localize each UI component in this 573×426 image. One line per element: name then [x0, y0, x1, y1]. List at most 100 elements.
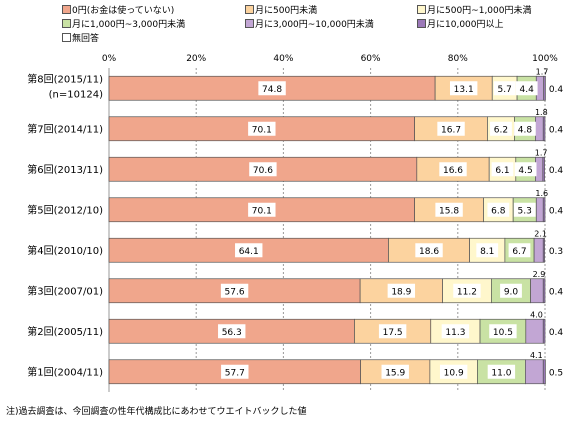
data-label: 1.7: [536, 67, 549, 76]
data-label: 0.4: [549, 328, 564, 338]
data-label: 11.0: [491, 368, 511, 378]
data-label: 9.0: [504, 287, 519, 297]
footnote: 注)過去調査は、今回調査の性年代構成比にあわせてウエイトバックした値: [6, 407, 307, 417]
data-label-box: [387, 283, 416, 298]
x-tick-label: 40%: [273, 54, 293, 64]
category-label: 第6回(2013/11): [27, 163, 103, 176]
data-label-box: [453, 283, 481, 298]
data-label: 5.7: [498, 85, 512, 95]
data-label-box: [235, 243, 263, 258]
data-label: 70.6: [253, 166, 273, 176]
x-tick-label: 100%: [532, 54, 558, 64]
data-label: 0.4: [549, 206, 564, 216]
data-label-box: [221, 364, 249, 379]
data-label: 6.2: [494, 125, 508, 135]
bar-segment: [542, 237, 545, 263]
x-tick-label: 0%: [102, 54, 117, 64]
data-label: 57.7: [225, 368, 245, 378]
legend-swatch: [62, 33, 71, 42]
bar-segment: [479, 318, 527, 344]
bar-segment: [525, 359, 544, 385]
category-label: 第2回(2005/11): [27, 325, 103, 338]
data-label-box: [378, 324, 407, 339]
bar-segment: [525, 318, 544, 344]
data-label: 4.0: [530, 310, 543, 319]
data-label: 0.4: [549, 125, 564, 135]
legend-item: 無回答: [62, 31, 99, 44]
data-label-box: [515, 81, 538, 96]
data-label-box: [381, 364, 409, 379]
legend-label: 月に10,000円以上: [427, 20, 504, 30]
data-label: 18.9: [391, 287, 411, 297]
legend-swatch: [245, 19, 254, 28]
bar-segment: [477, 359, 526, 385]
data-label: 6.7: [512, 247, 526, 257]
data-label: 70.1: [252, 125, 272, 135]
data-label-box: [489, 324, 517, 339]
legend-item: 月に500円~1,000円未満: [417, 3, 532, 16]
data-label: 15.9: [385, 368, 405, 378]
data-label: 13.1: [454, 85, 474, 95]
legend-label: 無回答: [72, 34, 100, 44]
category-label: 第4回(2010/10): [27, 244, 103, 257]
data-label-box: [500, 283, 522, 298]
data-label: 10.9: [444, 368, 464, 378]
data-label-box: [435, 202, 463, 217]
data-label-box: [513, 202, 536, 217]
bar-segment: [533, 237, 544, 263]
data-label: 11.2: [457, 287, 477, 297]
data-label-box: [437, 121, 465, 136]
x-tick-label: 20%: [186, 54, 206, 64]
bar-segment: [535, 197, 544, 223]
legend-item: 0円(お金は使っていない): [62, 3, 174, 16]
data-label: 15.8: [439, 206, 459, 216]
category-label: 第1回(2004/11): [27, 365, 103, 378]
legend-item: 月に10,000円以上: [417, 17, 504, 30]
data-label: 1.7: [535, 148, 548, 157]
bar-segment: [542, 197, 546, 223]
bar-segment: [542, 318, 546, 344]
data-label-box: [439, 162, 467, 177]
legend-item: 月に3,000円~10,000円未満: [245, 17, 374, 30]
data-label: 11.3: [445, 328, 465, 338]
legend-label: 0円(お金は使っていない): [72, 6, 175, 16]
data-label: 16.7: [441, 125, 461, 135]
data-label-box: [514, 121, 536, 136]
data-label-box: [220, 283, 249, 298]
legend-item: 月に500円未満: [245, 3, 317, 16]
data-label: 4.5: [518, 166, 532, 176]
data-label: 57.6: [225, 287, 245, 297]
legend-label: 月に500円~1,000円未満: [427, 6, 532, 16]
data-label: 16.6: [443, 166, 463, 176]
category-label: 第5回(2012/10): [27, 203, 103, 216]
legend-item: 月に1,000円~3,000円未満: [62, 17, 185, 30]
bar-segment: [535, 156, 544, 182]
bar-segment: [543, 75, 546, 101]
data-label-box: [415, 243, 443, 258]
data-label: 5.3: [518, 206, 532, 216]
data-label: 74.8: [262, 85, 282, 95]
data-label: 4.4: [520, 85, 535, 95]
data-label: 4.8: [518, 125, 533, 135]
data-label: 1.8: [535, 108, 548, 117]
data-label: 0.5: [549, 368, 563, 378]
data-label-box: [248, 121, 276, 136]
data-label-box: [441, 324, 470, 339]
data-label: 18.6: [419, 247, 439, 257]
category-label: 第3回(2007/01): [27, 284, 103, 297]
x-tick-label: 80%: [448, 54, 468, 64]
data-label: 4.1: [530, 351, 543, 360]
data-label: 6.8: [491, 206, 506, 216]
data-label-box: [439, 364, 468, 379]
data-label-box: [248, 202, 276, 217]
data-label: 0.4: [549, 166, 564, 176]
data-label-box: [249, 162, 277, 177]
data-label: 10.5: [493, 328, 513, 338]
data-label: 1.6: [535, 189, 548, 198]
data-label-box: [258, 81, 286, 96]
legend-swatch: [62, 5, 71, 14]
data-label-box: [449, 81, 478, 96]
data-label: 17.5: [383, 328, 403, 338]
labels-layer: 0% 20% 40% 60% 80% 100%74.8 13.1 5.7 4.41.70.4第8…: [27, 54, 563, 379]
